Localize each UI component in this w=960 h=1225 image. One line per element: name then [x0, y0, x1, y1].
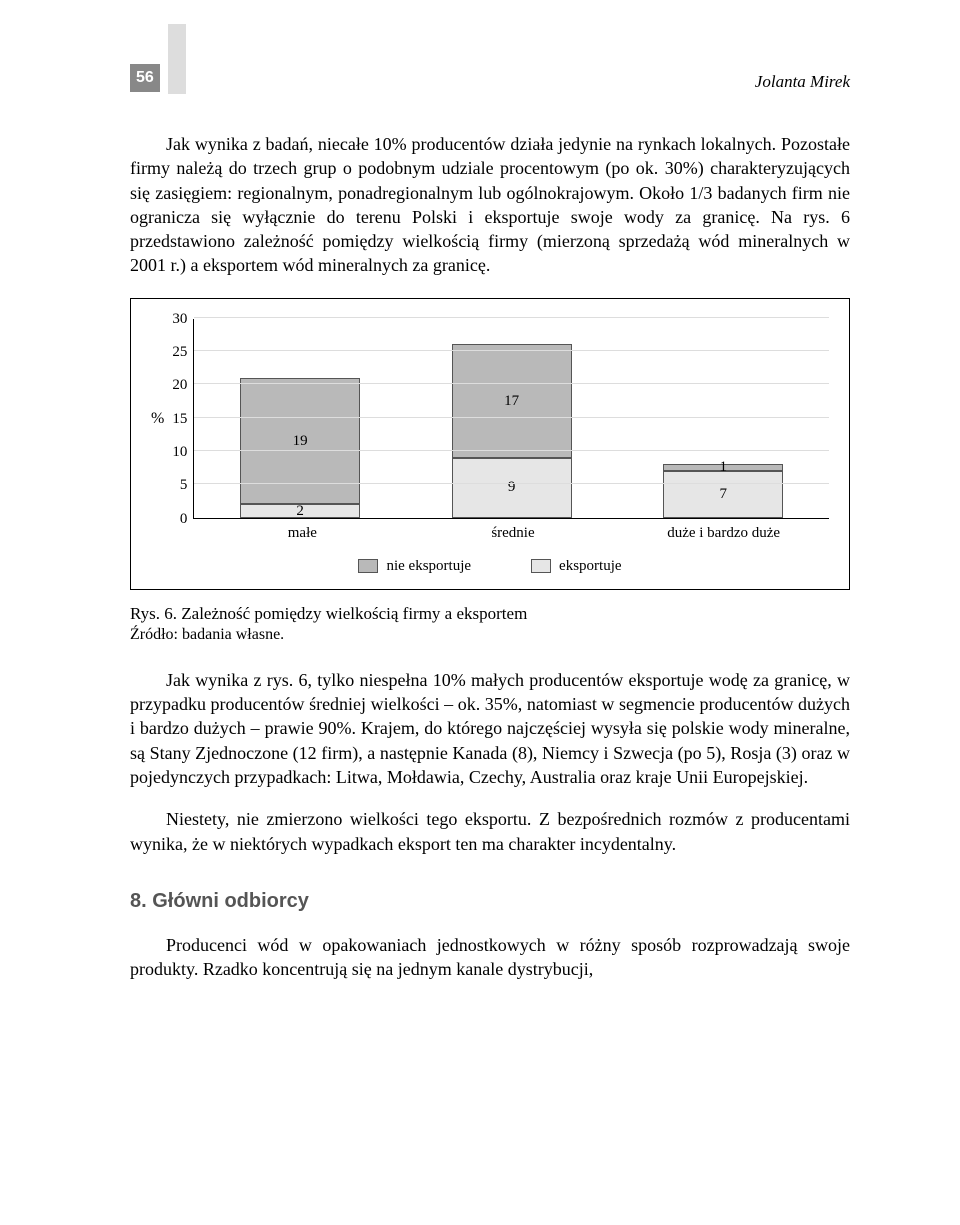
legend-swatch-icon — [531, 559, 551, 573]
author-name: Jolanta Mirek — [755, 72, 850, 92]
x-label: duże i bardzo duże — [664, 525, 784, 542]
legend-swatch-icon — [358, 559, 378, 573]
body-paragraph: Jak wynika z rys. 6, tylko niespełna 10%… — [130, 668, 850, 789]
bar-group: 192 — [240, 378, 360, 518]
section-heading: 8. Główni odbiorcy — [130, 890, 850, 913]
legend-item: nie eksportuje — [358, 558, 471, 575]
header-decoration-bar — [168, 24, 186, 94]
chart-legend: nie eksportuje eksportuje — [151, 558, 829, 575]
chart-bars: 19217917 — [194, 319, 829, 518]
x-axis-labels: małe średnie duże i bardzo duże — [197, 519, 829, 542]
page-header: 56 Jolanta Mirek — [130, 24, 850, 92]
legend-item: eksportuje — [531, 558, 621, 575]
bar-segment: 9 — [452, 458, 572, 518]
chart-figure: % 30 25 20 15 10 5 0 19217917 małe średn… — [130, 298, 850, 590]
bar-group: 17 — [663, 464, 783, 517]
bar-segment: 19 — [240, 378, 360, 505]
legend-label: nie eksportuje — [386, 558, 471, 575]
chart-plot-area: 19217917 — [193, 319, 829, 519]
bar-group: 179 — [452, 344, 572, 517]
bar-segment: 2 — [240, 504, 360, 517]
body-paragraph: Niestety, nie zmierzono wielkości tego e… — [130, 807, 850, 856]
y-axis-ticks: 30 25 20 15 10 5 0 — [172, 319, 187, 519]
body-paragraph: Jak wynika z badań, niecałe 10% producen… — [130, 132, 850, 278]
legend-label: eksportuje — [559, 558, 621, 575]
bar-segment: 1 — [663, 464, 783, 471]
body-paragraph: Producenci wód w opakowaniach jednostkow… — [130, 933, 850, 982]
page-number: 56 — [130, 64, 160, 92]
x-label: średnie — [453, 525, 573, 542]
y-axis-unit: % — [151, 319, 164, 519]
bar-segment: 17 — [452, 344, 572, 457]
bar-segment: 7 — [663, 471, 783, 518]
x-label: małe — [242, 525, 362, 542]
figure-caption: Rys. 6. Zależność pomiędzy wielkością fi… — [130, 604, 850, 624]
figure-source: Źródło: badania własne. — [130, 626, 850, 644]
